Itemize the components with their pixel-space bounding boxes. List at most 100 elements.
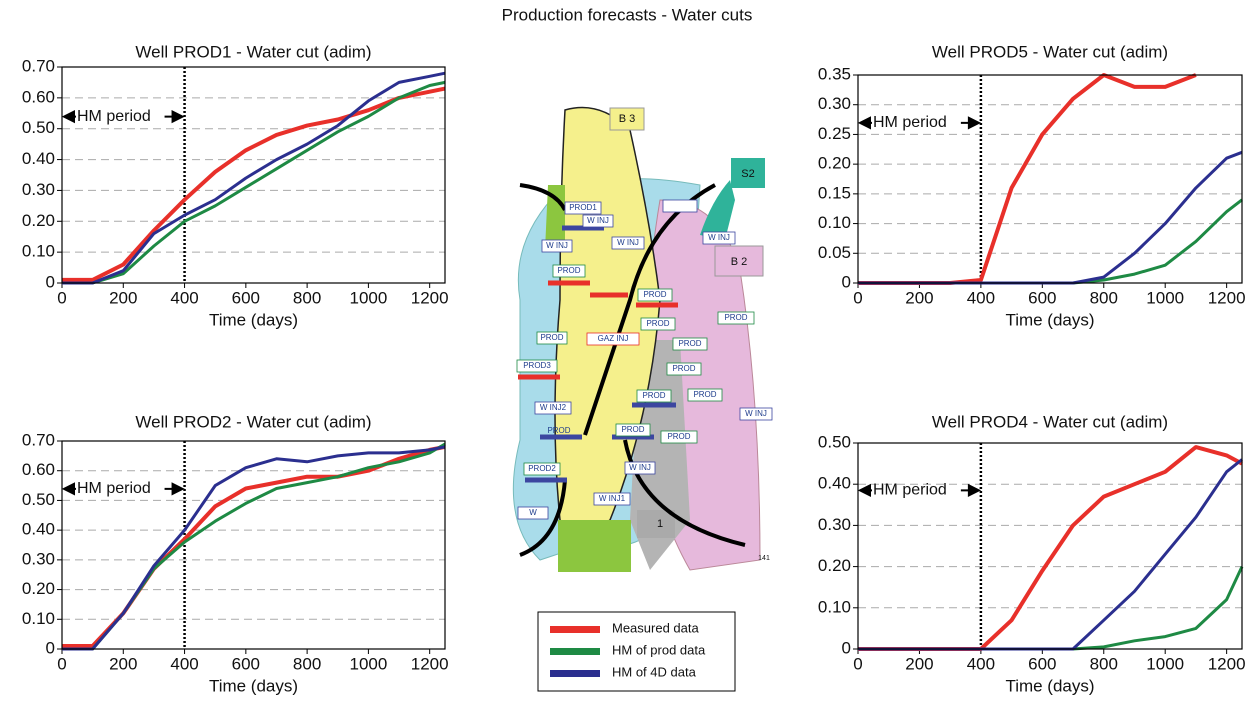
y-tick-label: 0.10 (818, 597, 851, 616)
hm-label: HM period (873, 114, 947, 131)
x-tick-label: 600 (1028, 654, 1056, 673)
y-tick-label: 0.40 (818, 474, 851, 493)
plot-frame (61, 66, 446, 284)
map-label: S2 (741, 168, 754, 180)
x-tick-label: 1000 (349, 654, 387, 673)
gas-tag (586, 332, 640, 346)
legend-label: HM of 4D data (612, 664, 697, 679)
y-tick-label: 0.25 (818, 124, 851, 143)
y-tick-label: 0.50 (22, 490, 55, 509)
y-tick-label: 0.05 (818, 243, 851, 262)
zone-green (558, 520, 631, 572)
map-label: GAZ INJ (598, 334, 629, 343)
y-tick-label: 0.30 (818, 515, 851, 534)
y-tick-label: 0.70 (22, 56, 55, 75)
map-label: PROD (646, 319, 669, 328)
map-label: PROD (693, 390, 716, 399)
x-tick-label: 800 (1090, 288, 1118, 307)
x-tick-label: 800 (1090, 654, 1118, 673)
chart-title: Well PROD1 - Water cut (adim) (135, 42, 371, 61)
chart-title: Well PROD2 - Water cut (adim) (135, 412, 371, 431)
map-label: 141 (758, 555, 770, 562)
map-label: PROD (643, 290, 666, 299)
series-line (62, 445, 446, 651)
series-line (62, 71, 446, 285)
x-tick-label: 200 (905, 288, 933, 307)
y-tick-label: 0.10 (818, 213, 851, 232)
hm-arrows (61, 110, 185, 124)
hm-label: HM period (77, 108, 151, 125)
x-tick-label: 1200 (1208, 654, 1246, 673)
x-tick-label: 1000 (1146, 654, 1184, 673)
map-label: W INJ2 (540, 403, 567, 412)
map-label: W INJ (546, 241, 568, 250)
hm-arrows (857, 483, 982, 497)
x-tick-label: 200 (905, 654, 933, 673)
x-tick-label: 600 (232, 654, 260, 673)
x-tick-label: 400 (967, 288, 995, 307)
x-axis-label: Time (days) (1005, 676, 1094, 695)
prod-tags (516, 264, 755, 476)
y-tick-label: 0.20 (22, 579, 55, 598)
map-label: W INJ1 (599, 494, 626, 503)
y-tick-label: 0.35 (818, 64, 851, 83)
hm-arrows (61, 482, 185, 496)
series-line (858, 150, 1243, 285)
y-tick-label: 0.30 (818, 94, 851, 113)
map-label: B 3 (619, 113, 636, 125)
map-label: PROD3 (523, 361, 551, 370)
legend-swatch (550, 626, 600, 633)
legend: Measured data HM of prod data HM of 4D dat… (550, 620, 706, 679)
series-line (62, 80, 446, 285)
x-tick-label: 800 (293, 654, 321, 673)
x-tick-label: 800 (293, 288, 321, 307)
y-tick-label: 0.30 (22, 549, 55, 568)
map-label: PROD (642, 391, 665, 400)
x-tick-label: 0 (853, 654, 862, 673)
y-tick-label: 0.60 (22, 460, 55, 479)
y-tick-label: 0 (842, 272, 851, 291)
legend-label: HM of prod data (612, 642, 706, 657)
map-label: PROD (678, 339, 701, 348)
field-map: B 3 S2 B 2 W INJ PROD1 W INJ W INJ W INJ… (512, 106, 773, 572)
y-tick-label: 0.60 (22, 87, 55, 106)
y-tick-label: 0.40 (22, 520, 55, 539)
map-label: B 2 (731, 256, 748, 268)
map-label: W (529, 508, 537, 517)
y-tick-label: 0.20 (22, 211, 55, 230)
x-axis-label: Time (days) (209, 676, 298, 695)
y-tick-label: 0.50 (818, 432, 851, 451)
y-tick-label: 0 (842, 638, 851, 657)
map-label: PROD2 (528, 464, 556, 473)
chart-title: Well PROD4 - Water cut (adim) (932, 412, 1168, 431)
series-line (858, 73, 1197, 285)
hm-label: HM period (77, 480, 151, 497)
x-tick-label: 1200 (411, 288, 449, 307)
hm-arrows (857, 116, 982, 130)
plot-frame (857, 442, 1243, 650)
y-tick-label: 0.40 (22, 149, 55, 168)
map-label: W INJ (708, 233, 730, 242)
map-label: W INJ (617, 238, 639, 247)
map-label: PROD (672, 364, 695, 373)
flow-arrows (519, 183, 746, 557)
y-tick-label: 0.10 (22, 609, 55, 628)
map-label: 1 (657, 518, 663, 530)
map-label: PROD (667, 432, 690, 441)
x-tick-label: 200 (109, 288, 137, 307)
x-tick-label: 200 (109, 654, 137, 673)
map-label: PROD1 (569, 203, 597, 212)
x-tick-label: 1000 (1146, 288, 1184, 307)
map-label: PROD (621, 425, 644, 434)
legend-label: Measured data (612, 620, 699, 635)
map-label: W INJ (745, 409, 767, 418)
map-label: PROD (557, 266, 580, 275)
figure-title: Production forecasts - Water cuts (502, 5, 753, 24)
plot-frame (857, 74, 1243, 284)
y-tick-label: 0.10 (22, 242, 55, 261)
box-1 (637, 510, 675, 538)
y-tick-label: 0.30 (22, 180, 55, 199)
y-tick-label: 0.20 (818, 154, 851, 173)
map-label: PROD (724, 313, 747, 322)
